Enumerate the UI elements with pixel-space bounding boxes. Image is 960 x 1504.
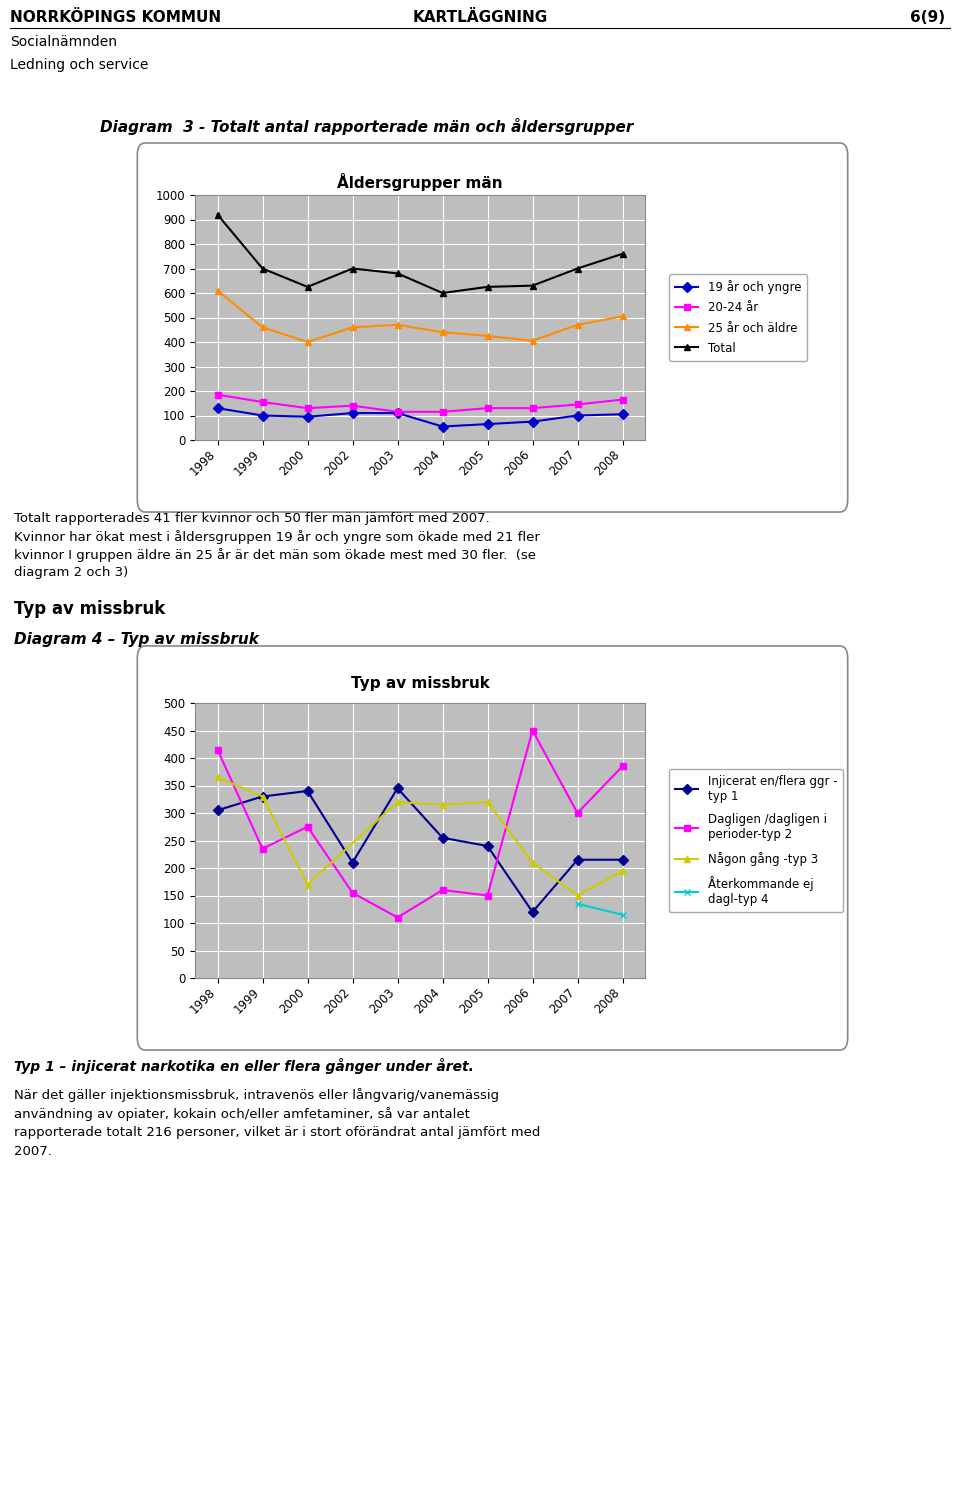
Text: 2007.: 2007. — [14, 1145, 52, 1158]
Text: Diagram  3 - Totalt antal rapporterade män och åldersgrupper: Diagram 3 - Totalt antal rapporterade mä… — [100, 117, 634, 135]
Text: Diagram 4 – Typ av missbruk: Diagram 4 – Typ av missbruk — [14, 632, 259, 647]
Text: diagram 2 och 3): diagram 2 och 3) — [14, 566, 129, 579]
Legend: Injicerat en/flera ggr -
typ 1, Dagligen /dagligen i
perioder-typ 2, Någon gång : Injicerat en/flera ggr - typ 1, Dagligen… — [669, 769, 844, 913]
Text: Totalt rapporterades 41 fler kvinnor och 50 fler män jämfört med 2007.: Totalt rapporterades 41 fler kvinnor och… — [14, 511, 491, 525]
Text: Socialnämnden: Socialnämnden — [10, 35, 117, 50]
Text: rapporterade totalt 216 personer, vilket är i stort oförändrat antal jämfört med: rapporterade totalt 216 personer, vilket… — [14, 1126, 540, 1139]
Text: Typ av missbruk: Typ av missbruk — [14, 600, 166, 618]
Text: KARTLÄGGNING: KARTLÄGGNING — [413, 11, 547, 26]
Text: Kvinnor har ökat mest i åldersgruppen 19 år och yngre som ökade med 21 fler: Kvinnor har ökat mest i åldersgruppen 19… — [14, 529, 540, 544]
Text: Typ 1 – injicerat narkotika en eller flera gånger under året.: Typ 1 – injicerat narkotika en eller fle… — [14, 1057, 474, 1074]
Text: 6(9): 6(9) — [910, 11, 946, 26]
Legend: 19 år och yngre, 20-24 år, 25 år och äldre, Total: 19 år och yngre, 20-24 år, 25 år och äld… — [669, 275, 807, 361]
Text: Åldersgrupper män: Åldersgrupper män — [337, 173, 503, 191]
Text: användning av opiater, kokain och/eller amfetaminer, så var antalet: användning av opiater, kokain och/eller … — [14, 1107, 470, 1120]
Text: Typ av missbruk: Typ av missbruk — [350, 675, 490, 690]
Text: NORRKÖPINGS KOMMUN: NORRKÖPINGS KOMMUN — [10, 11, 221, 26]
Text: Ledning och service: Ledning och service — [10, 59, 149, 72]
Text: När det gäller injektionsmissbruk, intravenös eller långvarig/vanemässig: När det gäller injektionsmissbruk, intra… — [14, 1087, 499, 1102]
Text: kvinnor I gruppen äldre än 25 år är det män som ökade mest med 30 fler.  (se: kvinnor I gruppen äldre än 25 år är det … — [14, 547, 537, 562]
